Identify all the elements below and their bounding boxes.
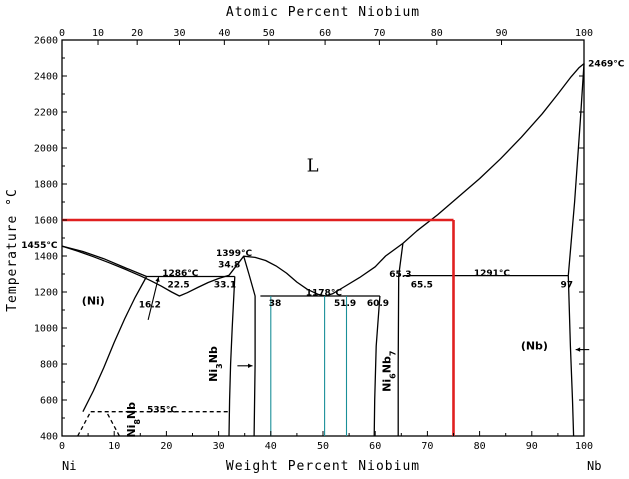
element-right-label: Nb	[587, 459, 601, 473]
x-axis-title-top: Atomic Percent Niobium	[226, 5, 420, 20]
arrow-head	[248, 363, 253, 368]
x-tick-label: 20	[160, 441, 172, 452]
y-tick-label: 1200	[34, 288, 58, 299]
x-tick-label: 10	[108, 441, 120, 452]
annotations: 1455°C 1399°C 34.8 1286°C22.5 33.1 16.2 1178°C…	[21, 60, 624, 438]
annotation-label: 38	[269, 299, 282, 309]
annotation-label: 97	[561, 280, 574, 290]
series-solidus-ni	[61, 245, 147, 278]
series-ni8nb-right	[105, 411, 120, 437]
plot-area	[61, 39, 585, 437]
series-ni6nb7-right	[397, 243, 404, 436]
series-ni3nb-right	[243, 256, 256, 437]
x-top-tick-label: 90	[496, 28, 508, 39]
x-tick-label: 90	[526, 441, 538, 452]
annotation-label: 51.9	[334, 299, 356, 309]
element-left-label: Ni	[62, 459, 76, 473]
y-tick-label: 1400	[34, 252, 58, 263]
compound-text-part: 3	[215, 363, 224, 369]
x-top-tick-label: 0	[59, 28, 65, 39]
compound-text-part: Ni	[380, 379, 393, 392]
compound-text-part: 7	[388, 351, 397, 357]
x-top-tick-label: 10	[92, 28, 104, 39]
compound-text-part: Nb	[380, 356, 393, 373]
y-tick-label: 1800	[34, 180, 58, 191]
annotation-label: 16.2	[139, 301, 161, 311]
compound-text-part: Ni	[207, 369, 220, 382]
phase-label: L	[307, 155, 319, 176]
series-nb-solvus	[567, 275, 575, 437]
phase-boundaries	[61, 63, 590, 437]
x-tick-label: 30	[213, 441, 225, 452]
x-tick-label: 100	[575, 441, 593, 452]
x-tick-label: 60	[369, 441, 381, 452]
annotation-label: 1455°C	[21, 241, 58, 251]
y-tick-label: 1600	[34, 216, 58, 227]
x-top-tick-label: 40	[218, 28, 230, 39]
annotation-label: 2469°C	[588, 60, 625, 70]
y-tick-label: 2200	[34, 108, 58, 119]
y-tick-label: 400	[40, 432, 58, 443]
compound-ni6nb7: Ni6Nb7	[380, 351, 397, 392]
x-axis-title-bottom: Weight Percent Niobium	[226, 459, 420, 474]
annotation-label: 60.9	[367, 299, 389, 309]
annotation-label: 1291°C	[474, 269, 511, 279]
series-ni3nb-left	[228, 276, 236, 437]
x-top-tick-label: 80	[431, 28, 443, 39]
arrow-head	[155, 277, 160, 282]
annotation-label: 1399°C	[216, 249, 253, 259]
compound-text-part: Nb	[207, 346, 220, 363]
compound-text-part: Ni	[125, 425, 138, 438]
compound-ni3nb: Ni3Nb	[207, 346, 224, 382]
y-tick-label: 2400	[34, 72, 58, 83]
y-axis-title: Temperature °C	[5, 188, 20, 312]
phase-label: (Nb)	[521, 340, 548, 353]
annotation-label: 22.5	[167, 280, 189, 290]
annotation-label: 33.1	[214, 280, 236, 290]
x-tick-label: 70	[421, 441, 433, 452]
arrow-head	[575, 347, 581, 352]
series-ni8nb-left	[77, 411, 92, 437]
x-tick-label: 50	[317, 441, 329, 452]
compound-text-part: 8	[133, 419, 142, 425]
compound-text-part: 6	[388, 373, 397, 379]
arrow-line	[147, 276, 160, 321]
y-tick-label: 600	[40, 396, 58, 407]
x-top-tick-label: 30	[173, 28, 185, 39]
annotation-label: 65.3	[389, 270, 411, 280]
annotation-label: 65.5	[411, 280, 433, 290]
phase-label: (Ni)	[82, 295, 105, 308]
x-top-tick-label: 60	[319, 28, 331, 39]
y-tick-label: 1000	[34, 324, 58, 335]
compound-ni8nb: Ni8Nb	[125, 402, 142, 438]
series-solvus-ni	[82, 276, 148, 412]
series-nb-solidus	[567, 63, 585, 276]
x-tick-label: 0	[59, 441, 65, 452]
annotation-label: 535°C	[147, 405, 177, 415]
x-top-tick-label: 50	[263, 28, 275, 39]
annotation-label: 1286°C	[162, 269, 199, 279]
y-tick-label: 2600	[34, 36, 58, 47]
y-tick-label: 2000	[34, 144, 58, 155]
series-liquidus	[61, 63, 585, 297]
x-tick-label: 80	[474, 441, 486, 452]
x-top-tick-label: 100	[575, 28, 593, 39]
series-ni6nb7-left	[373, 295, 381, 437]
annotation-label: 1178°C	[306, 288, 343, 298]
x-top-tick-label: 70	[373, 28, 385, 39]
plot-frame	[61, 39, 585, 437]
y-tick-label: 800	[40, 360, 58, 371]
compound-text-part: Nb	[125, 402, 138, 419]
x-tick-label: 40	[265, 441, 277, 452]
x-top-tick-label: 20	[131, 28, 143, 39]
annotation-label: 34.8	[218, 261, 240, 271]
axis-ticks: 0 10 20 30 40 50 60 70 80 90 1000 10 20 30 40 50 60 70 80 9…	[34, 28, 593, 452]
